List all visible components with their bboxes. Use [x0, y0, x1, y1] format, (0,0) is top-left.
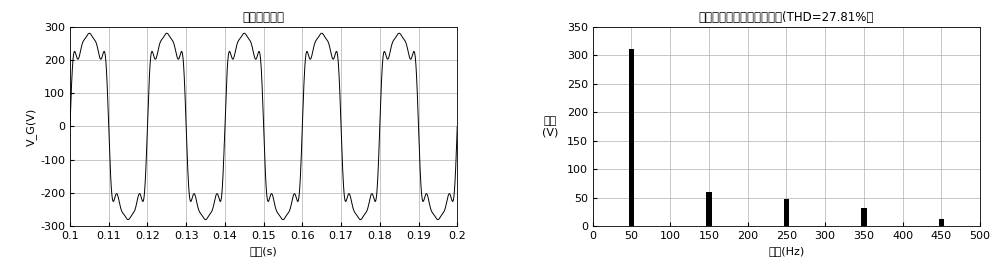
- X-axis label: 频率(Hz): 频率(Hz): [768, 246, 805, 256]
- Bar: [629, 49, 634, 226]
- X-axis label: 时间(s): 时间(s): [250, 246, 277, 256]
- Bar: [861, 208, 867, 226]
- Title: 输入电压的快速傅里叶分析(THD=27.81%）: 输入电压的快速傅里叶分析(THD=27.81%）: [699, 11, 874, 24]
- Y-axis label: 幅度
(V): 幅度 (V): [542, 116, 558, 137]
- Title: 输入电压波形: 输入电压波形: [243, 11, 285, 24]
- Y-axis label: V_G(V): V_G(V): [26, 107, 37, 146]
- Bar: [706, 192, 712, 226]
- Bar: [784, 199, 789, 226]
- Bar: [939, 219, 944, 226]
